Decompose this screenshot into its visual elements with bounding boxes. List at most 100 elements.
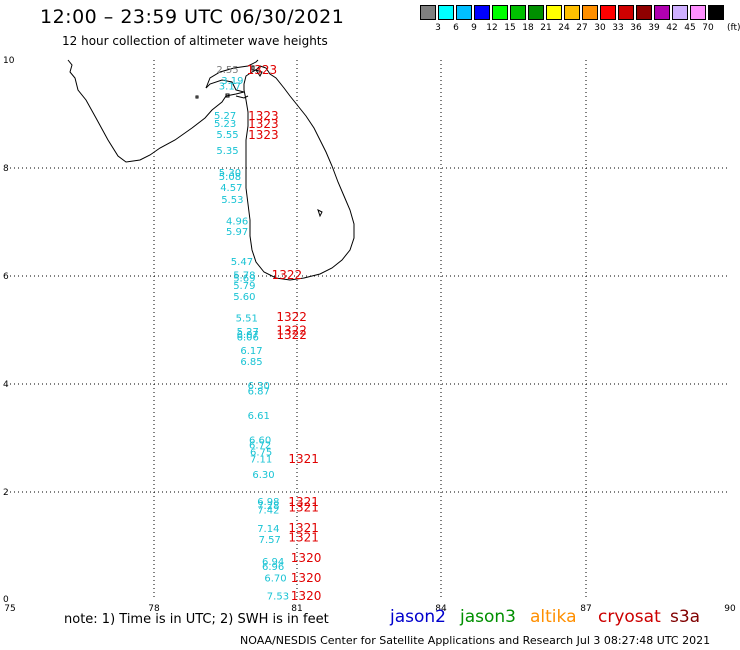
swh-value-label: 6.72: [249, 441, 271, 452]
legend-label: 9: [471, 23, 477, 33]
lon-tick-label: 78: [148, 604, 160, 614]
latitude-axis: 0 2 4 6 8 10: [3, 56, 15, 605]
swh-value-label: 7.57: [259, 535, 281, 546]
swh-value-label: 5.08: [219, 172, 241, 183]
cryosat-pass-label: 1322: [276, 328, 307, 342]
legend-swatch: [690, 5, 706, 20]
legend-swatch: [636, 5, 652, 20]
legend-swatch: [582, 5, 598, 20]
mannar-island: [235, 95, 249, 99]
swh-observations: 2.553.193.175.275.235.555.355.305.084.57…: [214, 65, 289, 603]
legend-swatch: [474, 5, 490, 20]
swh-value-label: 6.60: [249, 436, 271, 447]
swh-value-label: 5.53: [221, 195, 243, 206]
east-coast-islet: [317, 209, 323, 218]
swh-value-label: 5.78: [233, 270, 255, 281]
cryosat-pass-label: 1321: [288, 521, 319, 535]
legend-swatch: [528, 5, 544, 20]
cryosat-pass-label: 1323: [248, 117, 279, 131]
cryosat-pass-label: 1321: [288, 501, 319, 515]
legend-swatch: [672, 5, 688, 20]
swh-value-label: 2.55: [216, 65, 238, 76]
legend-label: 70: [702, 23, 714, 33]
lat-tick-label: 10: [3, 56, 15, 66]
cryosat-pass-label: 1322: [276, 310, 307, 324]
swh-value-label: 5.27: [237, 327, 259, 338]
swh-value-label: 5.47: [231, 257, 253, 268]
legend-swatch: [456, 5, 472, 20]
legend-swatch: [438, 5, 454, 20]
lat-tick-label: 8: [3, 164, 9, 174]
sri-lanka-coastline: [243, 65, 355, 281]
cryosat-pass-label: 1320: [291, 571, 322, 585]
swh-value-label: 5.60: [233, 292, 255, 303]
swh-value-label: 5.51: [236, 314, 258, 325]
swh-value-label: 4.57: [220, 183, 242, 194]
map-title: 12:00 – 23:59 UTC 06/30/2021: [40, 6, 345, 28]
lon-tick-label: 90: [724, 604, 736, 614]
swh-value-label: 5.79: [233, 281, 255, 292]
legend-label: 21: [540, 23, 552, 33]
legend-label: 33: [612, 23, 624, 33]
lon-tick-label: 84: [435, 604, 447, 614]
swh-value-label: 7.42: [257, 505, 279, 516]
legend-label: 39: [648, 23, 660, 33]
legend-label: 24: [558, 23, 570, 33]
swh-value-label: 6.30: [248, 381, 270, 392]
lon-tick-label: 87: [580, 604, 591, 614]
lat-tick-label: 2: [3, 488, 9, 498]
cryosat-pass-label: 1321: [288, 452, 319, 466]
map-subtitle: 12 hour collection of altimeter wave hei…: [62, 34, 328, 48]
lat-tick-label: 0: [3, 595, 9, 605]
legend-label: 27: [576, 23, 588, 33]
legend-altika: altika: [530, 607, 577, 627]
legend-label: 15: [504, 23, 516, 33]
swh-value-label: 7.14: [257, 524, 279, 535]
cryosat-pass-label: 1321: [288, 530, 319, 544]
cryosat-pass-label: 1322: [272, 268, 303, 282]
swh-value-label: 5.97: [226, 227, 248, 238]
legend-swatch: [510, 5, 526, 20]
legend-swatch: [492, 5, 508, 20]
legend-swatch: [546, 5, 562, 20]
cryosat-pass-label: 1322: [276, 324, 307, 338]
jaffna-islets: [254, 69, 263, 77]
cryosat-pass-label: 1323: [248, 109, 279, 123]
lat-tick-label: 4: [3, 380, 9, 390]
swh-value-label: 5.30: [219, 168, 241, 179]
cryosat-pass-label: 1320: [291, 589, 322, 603]
swh-value-label: 6.85: [240, 357, 262, 368]
north-coast-islet: [251, 65, 255, 71]
swh-value-label: 6.06: [237, 333, 259, 344]
cryosat-track-labels: 1323132313231323132213221322132213211321…: [247, 63, 322, 603]
islet: [225, 93, 230, 98]
lat-lon-grid: [10, 60, 730, 600]
swh-value-label: 6.96: [262, 562, 284, 573]
legend-jason3: jason3: [460, 607, 516, 627]
legend-jason2: jason2: [390, 607, 446, 627]
swh-value-label: 7.11: [250, 455, 272, 466]
swh-value-label: 6.98: [257, 497, 279, 508]
legend-swatch: [618, 5, 634, 20]
west-coast-islet: [195, 95, 199, 99]
cryosat-pass-label: 1321: [288, 495, 319, 509]
credit-line: NOAA/NESDIS Center for Satellite Applica…: [240, 634, 711, 647]
legend-unit: (ft): [727, 23, 740, 33]
india-coastline: [67, 59, 245, 163]
swh-value-label: 6.07: [237, 330, 259, 341]
legend-label: 18: [522, 23, 534, 33]
lon-tick-label: 81: [291, 604, 302, 614]
lat-tick-label: 6: [3, 272, 9, 282]
legend-label: 12: [486, 23, 498, 33]
longitude-axis: 75 78 81 84 87 90: [4, 604, 736, 614]
swh-value-label: 5.55: [216, 130, 238, 141]
swh-value-label: 5.69: [233, 274, 255, 285]
legend-swatch: [708, 5, 724, 20]
coastline: [67, 59, 355, 281]
swh-value-label: 5.27: [214, 111, 236, 122]
cryosat-pass-label: 1323: [247, 63, 278, 77]
swh-value-label: 6.87: [248, 387, 270, 398]
legend-label: 6: [453, 23, 459, 33]
india-coastline-north: [205, 59, 259, 89]
